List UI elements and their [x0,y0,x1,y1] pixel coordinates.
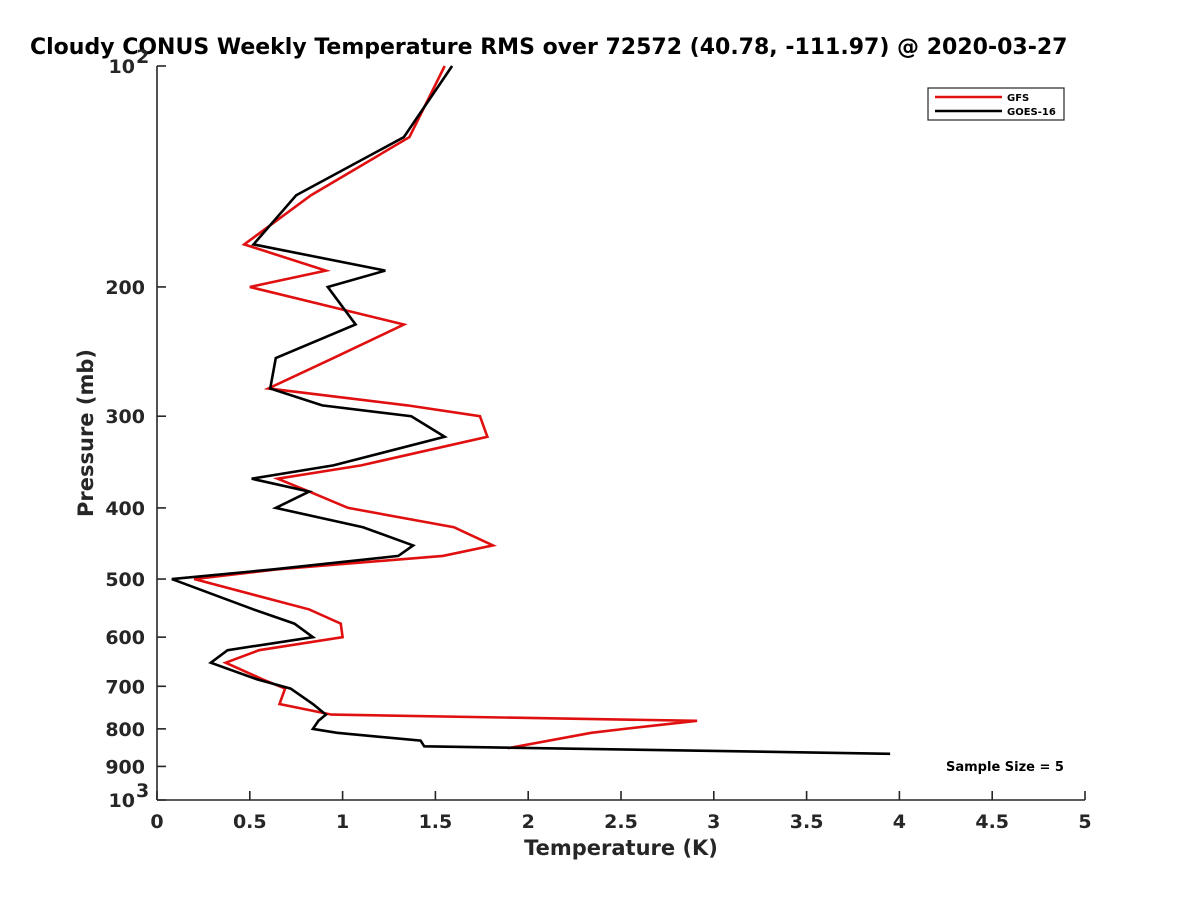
y-tick-label: 900 [105,756,145,778]
x-axis-ticks: 0 0.5 1 1.5 2 2.5 3 3.5 4 4.5 5 [150,791,1092,833]
sample-size-annotation: Sample Size = 5 [946,760,1064,775]
x-tick-label: 0.5 [233,811,267,833]
x-tick-label: 0 [150,811,163,833]
series-layer [171,65,891,756]
x-tick-label: 4.5 [975,811,1009,833]
legend-label-goes16: GOES-16 [1007,107,1056,118]
y-tick-label: 500 [105,569,145,591]
legend-label-gfs: GFS [1007,93,1029,104]
x-tick-label: 1 [336,811,349,833]
x-tick-label: 5 [1078,811,1091,833]
y-tick-label: 10 [109,56,135,78]
legend: GFS GOES-16 [927,87,1065,121]
y-tick-label: 700 [105,676,145,698]
y-tick-label: 300 [105,406,145,428]
y-tick-label: 600 [105,627,145,649]
y-axis-label: Pressure (mb) [74,349,98,517]
x-axis-label: Temperature (K) [524,836,718,860]
x-tick-label: 3.5 [790,811,824,833]
y-tick-exponent: 3 [136,780,149,802]
x-tick-label: 2.5 [604,811,638,833]
y-tick-label: 10 [109,790,135,812]
x-tick-label: 1.5 [419,811,453,833]
legend-box [927,87,1065,121]
y-tick-label: 800 [105,719,145,741]
y-tick-label: 200 [105,277,145,299]
x-tick-label: 3 [707,811,720,833]
x-tick-label: 2 [522,811,535,833]
y-tick-label: 400 [105,498,145,520]
y-tick-exponent: 2 [136,46,149,68]
series-line-gfs [193,65,698,750]
series-line-goes16 [171,65,891,756]
x-tick-label: 4 [893,811,906,833]
chart-title: Cloudy CONUS Weekly Temperature RMS over… [30,35,1067,60]
plot-area [157,66,1085,800]
